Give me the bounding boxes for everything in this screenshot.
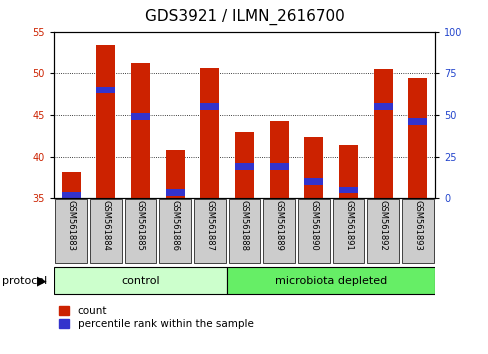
Bar xyxy=(304,178,323,185)
FancyBboxPatch shape xyxy=(54,267,227,294)
Text: GSM561892: GSM561892 xyxy=(378,200,387,251)
Text: GSM561885: GSM561885 xyxy=(136,200,144,251)
FancyBboxPatch shape xyxy=(401,199,433,263)
Text: microbiota depleted: microbiota depleted xyxy=(274,275,386,286)
Bar xyxy=(61,172,81,198)
FancyBboxPatch shape xyxy=(55,199,87,263)
Bar xyxy=(269,163,288,170)
Bar xyxy=(304,137,323,198)
FancyBboxPatch shape xyxy=(366,199,398,263)
Bar xyxy=(407,118,427,125)
Text: GSM561891: GSM561891 xyxy=(344,200,352,251)
Legend: count, percentile rank within the sample: count, percentile rank within the sample xyxy=(59,306,253,329)
Bar xyxy=(200,103,219,110)
Bar xyxy=(235,163,254,170)
Bar xyxy=(61,193,81,199)
FancyBboxPatch shape xyxy=(159,199,191,263)
FancyBboxPatch shape xyxy=(297,199,329,263)
Text: GSM561884: GSM561884 xyxy=(101,200,110,251)
FancyBboxPatch shape xyxy=(228,199,260,263)
Bar xyxy=(96,87,115,93)
Text: GDS3921 / ILMN_2616700: GDS3921 / ILMN_2616700 xyxy=(144,9,344,25)
Bar xyxy=(165,189,184,196)
Bar xyxy=(131,113,150,120)
Bar xyxy=(165,150,184,198)
FancyBboxPatch shape xyxy=(193,199,225,263)
Text: GSM561890: GSM561890 xyxy=(309,200,318,251)
FancyBboxPatch shape xyxy=(332,199,364,263)
FancyBboxPatch shape xyxy=(124,199,156,263)
FancyBboxPatch shape xyxy=(90,199,122,263)
Bar xyxy=(200,68,219,198)
Text: GSM561883: GSM561883 xyxy=(66,200,76,251)
Bar xyxy=(269,121,288,198)
FancyBboxPatch shape xyxy=(227,267,434,294)
Text: GSM561888: GSM561888 xyxy=(240,200,248,251)
Bar xyxy=(235,132,254,198)
Text: GSM561886: GSM561886 xyxy=(170,200,179,251)
Bar xyxy=(373,103,392,110)
Text: protocol: protocol xyxy=(2,276,48,286)
FancyBboxPatch shape xyxy=(263,199,295,263)
Bar xyxy=(338,145,357,198)
Text: ▶: ▶ xyxy=(37,274,46,287)
Text: GSM561889: GSM561889 xyxy=(274,200,283,251)
Bar xyxy=(338,187,357,193)
Text: GSM561893: GSM561893 xyxy=(412,200,422,251)
Bar xyxy=(131,63,150,198)
Text: control: control xyxy=(121,275,160,286)
Bar xyxy=(373,69,392,198)
Bar xyxy=(407,79,427,198)
Text: GSM561887: GSM561887 xyxy=(205,200,214,251)
Bar xyxy=(96,45,115,198)
